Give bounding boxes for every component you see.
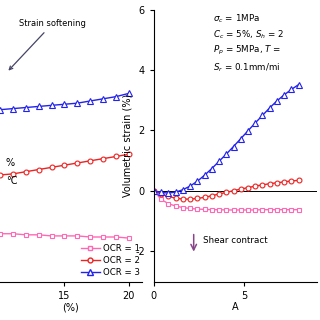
Text: Shear contract: Shear contract xyxy=(203,236,268,245)
X-axis label: (%): (%) xyxy=(62,302,79,312)
Text: Strain softening: Strain softening xyxy=(9,19,86,70)
Legend: OCR = 1, OCR = 2, OCR = 3: OCR = 1, OCR = 2, OCR = 3 xyxy=(81,244,140,277)
X-axis label: A: A xyxy=(232,302,239,312)
Text: %: % xyxy=(6,158,15,168)
Y-axis label: Volumetric strain (%): Volumetric strain (%) xyxy=(122,94,132,197)
Text: $\sigma_c$ = 1MPa
$C_c$ = 5%, $S_h$ = 2
$P_p$ = 5MPa, $T$ =
$S_r$ = 0.1mm/mi: $\sigma_c$ = 1MPa $C_c$ = 5%, $S_h$ = 2 … xyxy=(212,12,284,74)
Text: °C: °C xyxy=(6,176,17,186)
